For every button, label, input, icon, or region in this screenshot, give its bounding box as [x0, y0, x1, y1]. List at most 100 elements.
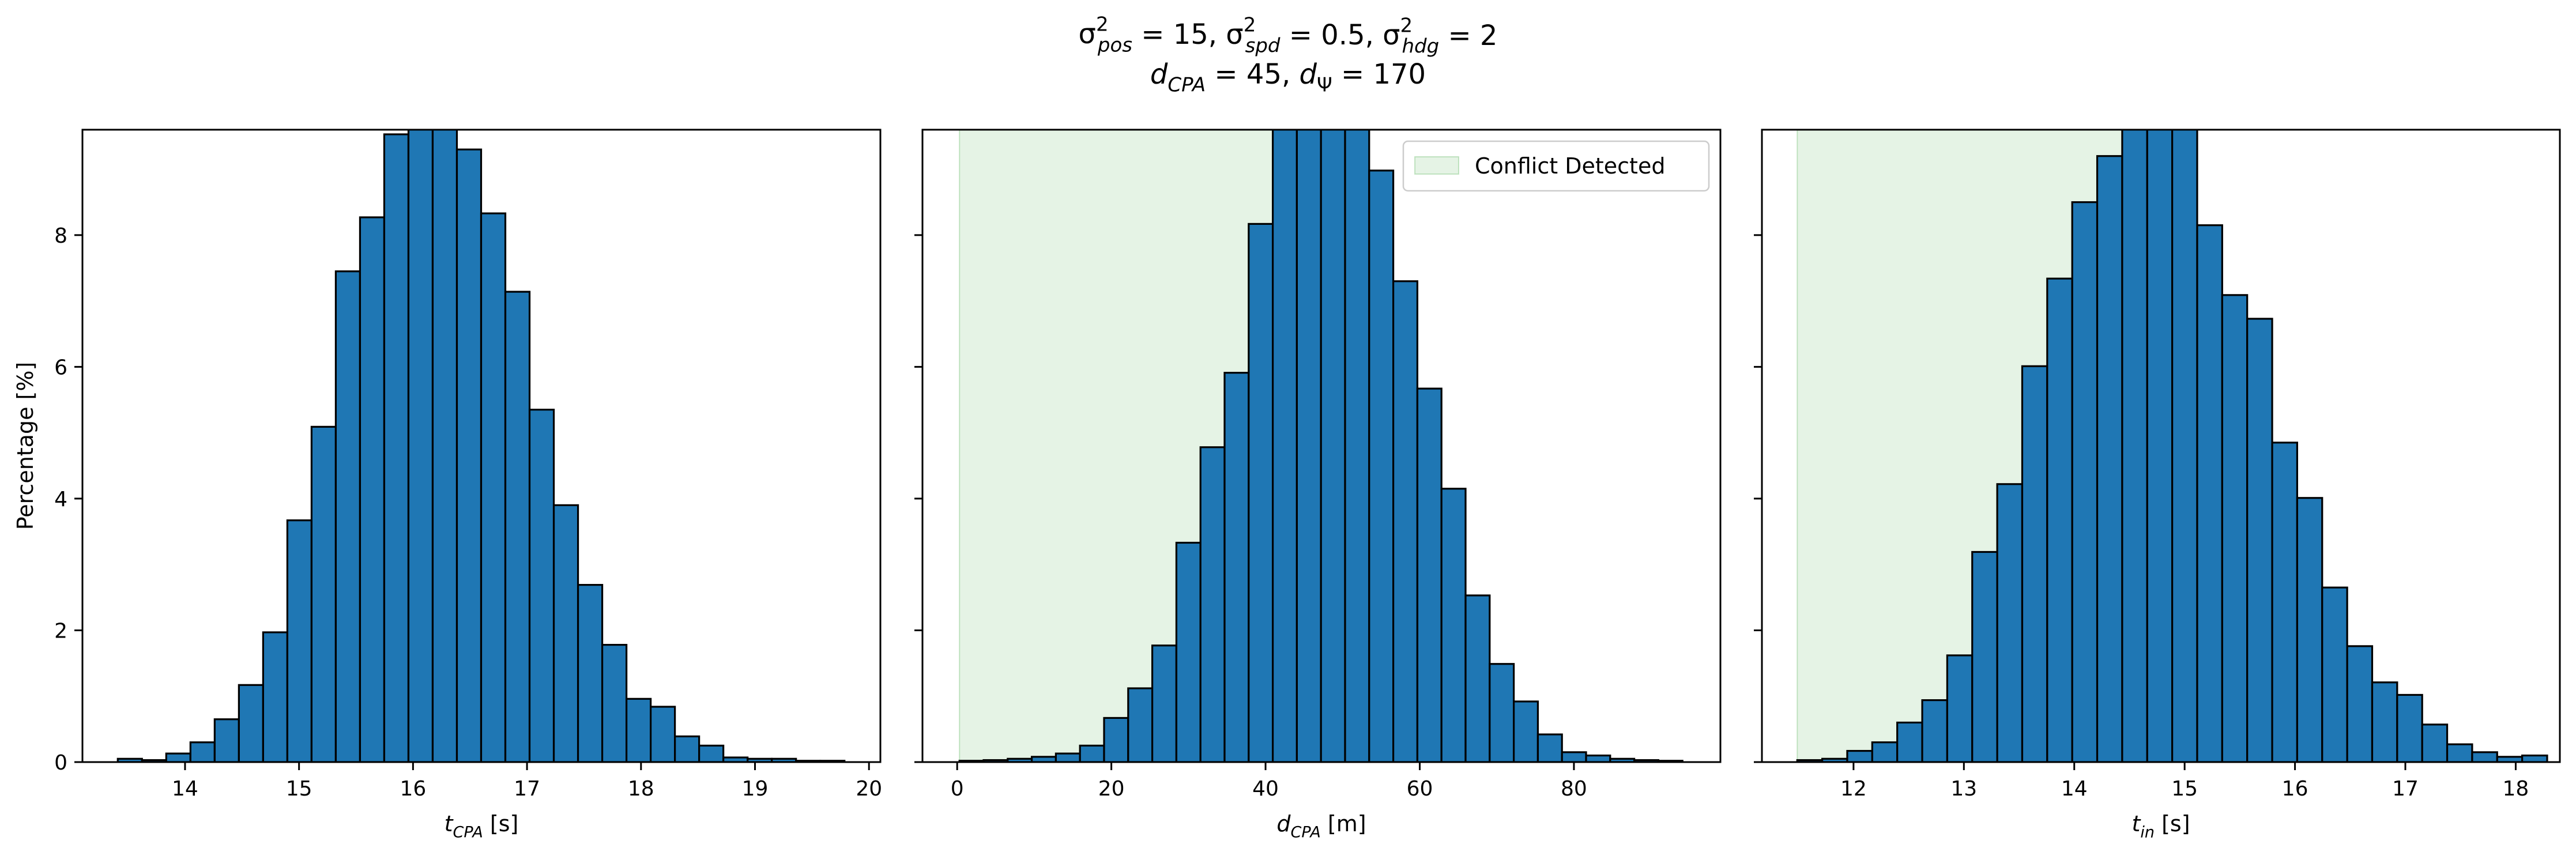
histogram-bar	[310, 425, 337, 762]
histogram-bar	[552, 504, 579, 762]
axes-frame	[81, 129, 882, 763]
x-tick-label: 18	[2503, 777, 2529, 801]
histogram-bar	[383, 133, 410, 762]
histogram-bar	[2171, 130, 2198, 762]
figure-title-line-1: σ2 pos = 15, σ2 spd = 0.5, σ2 hdg = 2	[1079, 13, 1498, 58]
x-tick-label: 16	[400, 777, 426, 801]
histogram-bar	[1175, 541, 1202, 762]
histogram-bar	[480, 212, 507, 762]
histogram-bar	[2246, 318, 2273, 762]
legend: Conflict Detected	[1402, 140, 1710, 192]
histogram-bar	[1054, 752, 1081, 762]
histogram-bar	[674, 735, 701, 762]
y-tick-label: 0	[54, 751, 67, 775]
x-tick-label: 15	[286, 777, 312, 801]
histogram-bar	[262, 631, 288, 762]
axes-frame	[1761, 129, 2561, 763]
histogram-bar	[2196, 224, 2223, 762]
histogram-bar	[2321, 586, 2348, 762]
histogram-bar	[334, 270, 361, 762]
y-tick-label: 4	[54, 488, 67, 511]
x-tick-label: 19	[742, 777, 769, 801]
x-tick-label: 20	[1098, 777, 1125, 801]
x-tick-label: 80	[1561, 777, 1587, 801]
axes-frame	[921, 129, 1722, 763]
histogram-bar	[407, 130, 434, 762]
x-axis-label: tin [s]	[2131, 811, 2190, 842]
histogram-bar	[2396, 693, 2423, 762]
chart-panel-3: 12 13 14 15 16 17 18 tin [s]	[1754, 129, 2561, 842]
histogram-bar	[2221, 294, 2249, 762]
histogram-bar	[1368, 169, 1395, 762]
histogram-bar	[1223, 372, 1250, 762]
histogram-bar	[601, 643, 628, 762]
histogram-bar	[1871, 741, 1899, 762]
x-axis-label: tCPA [s]	[445, 811, 519, 842]
histogram-bar	[2371, 681, 2398, 762]
histogram-bar	[2096, 155, 2123, 762]
histogram-bar	[1996, 483, 2024, 762]
histogram-bar	[359, 216, 386, 762]
x-tick-label: 18	[628, 777, 654, 801]
histogram-bar	[650, 706, 676, 762]
histogram-bar	[1199, 446, 1226, 762]
histogram-bar	[1971, 551, 1998, 762]
histogram-bar	[1248, 223, 1274, 762]
histogram-bar	[2296, 497, 2323, 762]
histogram-bar	[1151, 644, 1177, 762]
chart-panel-2: 0 20 40 60 80 dCPA [m] Conflict Detected	[914, 129, 1722, 842]
histogram-bar	[1392, 280, 1419, 762]
histogram-bar	[2271, 442, 2299, 762]
histogram-bar	[2446, 743, 2473, 762]
histogram-bar	[2071, 201, 2099, 762]
histogram-bar	[1921, 699, 1949, 762]
x-tick-label: 14	[172, 777, 198, 801]
x-tick-label: 17	[514, 777, 540, 801]
histogram-bar	[1846, 749, 1873, 762]
x-tick-label: 16	[2282, 777, 2308, 801]
histogram-bar	[431, 130, 458, 762]
histogram-bar	[238, 684, 264, 762]
histogram-bar	[2121, 130, 2148, 762]
histogram-bar	[455, 148, 483, 762]
x-tick-label: 15	[2171, 777, 2198, 801]
x-tick-label: 40	[1252, 777, 1279, 801]
y-tick-label: 6	[54, 356, 67, 379]
figure-title-line-2: dCPA = 45, dΨ = 170	[1150, 58, 1426, 96]
histogram-bar	[189, 741, 216, 762]
x-tick-label: 60	[1407, 777, 1433, 801]
plot-area	[958, 130, 1684, 762]
histogram-bar	[2521, 754, 2548, 762]
histogram-bar	[1103, 717, 1129, 762]
histogram-bar	[1896, 721, 1923, 762]
histogram-bar	[1344, 130, 1370, 762]
x-tick-label: 14	[2061, 777, 2088, 801]
subplot-grid: 14 15 16 17 18 19 20 0 2 4 6 8 tCPA [s] Percentage [%…	[13, 129, 2561, 842]
chart-panel-1: 14 15 16 17 18 19 20 0 2 4 6 8 tCPA [s] Percentage [%…	[13, 129, 882, 842]
histogram-bar	[286, 519, 313, 762]
histogram-bar	[1416, 387, 1443, 762]
histogram-bar	[165, 752, 191, 762]
histogram-bar	[577, 584, 604, 762]
histogram-bar	[1295, 130, 1322, 762]
y-tick-label: 2	[54, 619, 67, 643]
histogram-bar	[1271, 130, 1298, 762]
x-axis-label: dCPA [m]	[1276, 811, 1366, 842]
legend-swatch	[1414, 156, 1459, 175]
histogram-bar	[1946, 654, 1974, 762]
legend-label: Conflict Detected	[1475, 153, 1665, 179]
histogram-bar	[1464, 594, 1491, 762]
histogram-bar	[504, 291, 531, 762]
histogram-bar	[1489, 663, 1515, 762]
legend-box	[1402, 140, 1710, 192]
histogram-bar	[1440, 488, 1467, 762]
histogram-bar	[625, 698, 652, 762]
x-tick-label: 0	[951, 777, 964, 801]
histogram-bar	[2346, 645, 2374, 762]
histogram-bar	[528, 409, 555, 762]
histogram-bar	[1079, 744, 1105, 762]
histogram-bar	[1127, 687, 1154, 762]
histogram-bar	[1561, 751, 1587, 762]
histogram-bar	[698, 744, 725, 762]
